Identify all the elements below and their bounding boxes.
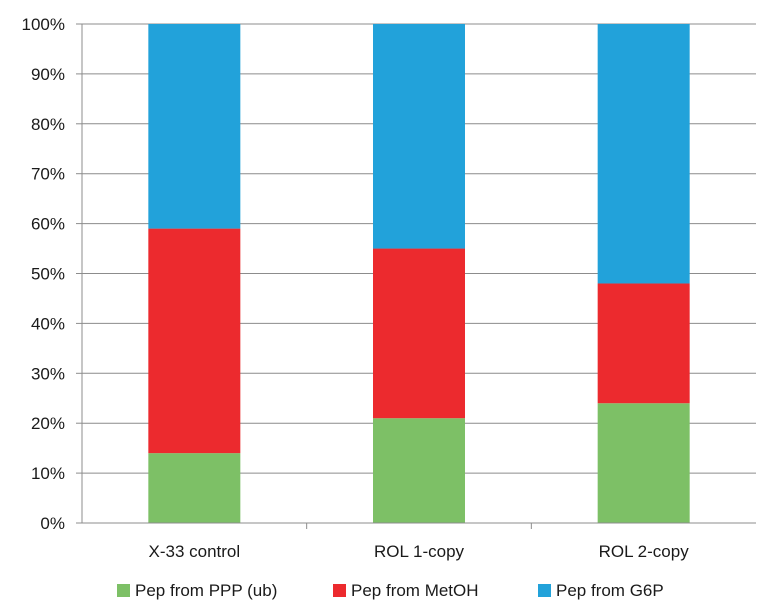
bars: [148, 24, 690, 523]
bar-segment-ppp: [597, 403, 690, 523]
legend-swatch: [333, 584, 346, 597]
bar-segment-ppp: [373, 418, 465, 523]
category-label: ROL 2-copy: [599, 542, 690, 561]
y-axis-tick-labels: 0% 10% 20% 30% 40% 50% 60% 70% 80% 90% 100%: [22, 15, 65, 533]
y-tick-label: 0%: [40, 514, 65, 533]
legend: Pep from PPP (ub) Pep from MetOH Pep from …: [117, 581, 664, 600]
y-tick-label: 80%: [31, 115, 65, 134]
y-tick-label: 70%: [31, 165, 65, 184]
y-tick-label: 30%: [31, 364, 65, 383]
legend-label: Pep from PPP (ub): [135, 581, 277, 600]
bar-segment-metoh: [148, 228, 241, 454]
y-tick-label: 40%: [31, 314, 65, 333]
legend-label: Pep from G6P: [556, 581, 664, 600]
y-tick-label: 90%: [31, 65, 65, 84]
y-tick-label: 60%: [31, 215, 65, 234]
bar-segment-g6p: [373, 24, 465, 249]
legend-swatch: [538, 584, 551, 597]
bar-segment-ppp: [148, 453, 241, 523]
bar-segment-g6p: [148, 24, 241, 229]
legend-label: Pep from MetOH: [351, 581, 479, 600]
y-tick-label: 10%: [31, 464, 65, 483]
bar-segment-g6p: [597, 24, 690, 284]
bar-segment-metoh: [597, 283, 690, 404]
category-label: X-33 control: [148, 542, 240, 561]
bar-segment-metoh: [373, 248, 465, 419]
y-tick-label: 20%: [31, 414, 65, 433]
y-tick-label: 50%: [31, 265, 65, 284]
category-label: ROL 1-copy: [374, 542, 465, 561]
x-axis-category-labels: X-33 control ROL 1-copy ROL 2-copy: [148, 542, 689, 561]
y-tick-label: 100%: [22, 15, 65, 34]
axes: [76, 23, 756, 529]
legend-swatch: [117, 584, 130, 597]
